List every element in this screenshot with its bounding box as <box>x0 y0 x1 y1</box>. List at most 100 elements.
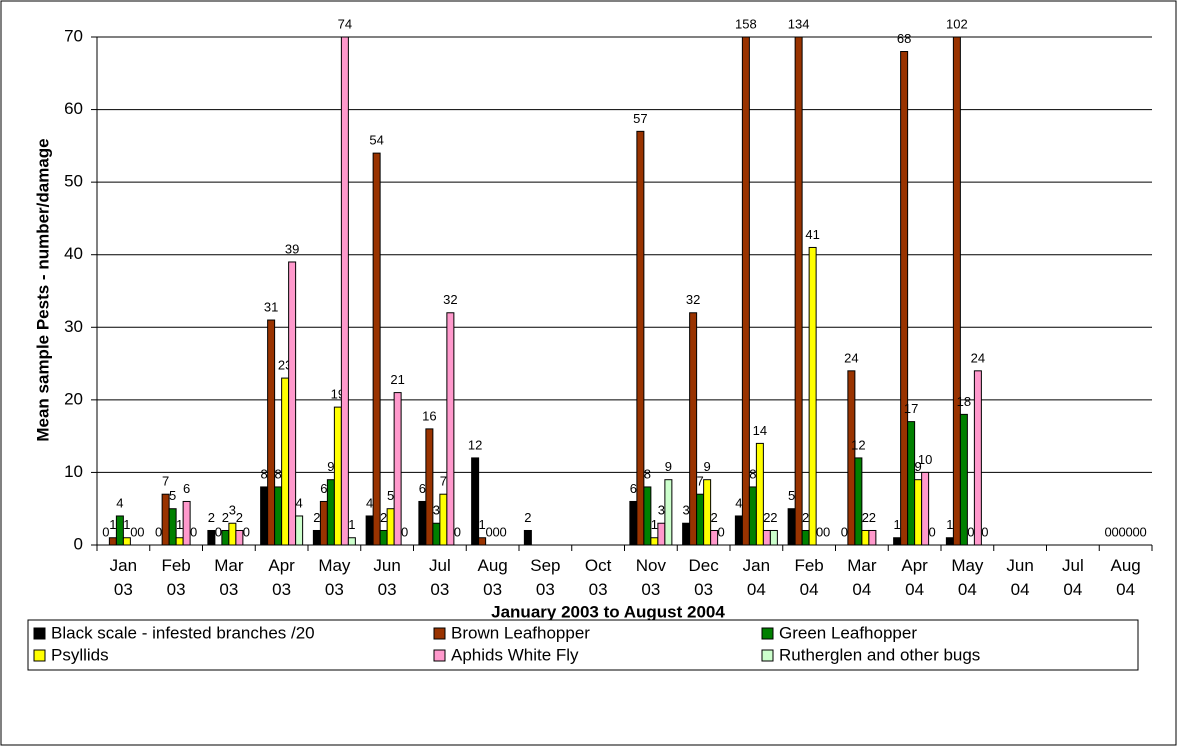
data-label: 6 <box>630 481 637 496</box>
data-label: 2 <box>869 510 876 525</box>
bar <box>333 406 342 546</box>
data-label: 1 <box>894 517 901 532</box>
x-tick-label-line: 03 <box>114 580 133 599</box>
data-label: 4 <box>116 495 123 510</box>
data-label: 3 <box>229 503 236 518</box>
bar <box>523 529 532 546</box>
data-label: 0 <box>981 524 988 539</box>
x-tick-label: Jun 04 <box>1006 556 1033 599</box>
data-label: 9 <box>915 459 922 474</box>
bar <box>945 537 954 546</box>
legend-label: Black scale - infested branches /20 <box>51 623 315 642</box>
data-label: 3 <box>683 503 690 518</box>
data-label: 0 <box>243 524 250 539</box>
x-tick-label: Mar 03 <box>214 556 244 599</box>
x-tick-label: May 04 <box>951 556 984 599</box>
data-label: 4 <box>735 495 742 510</box>
bar <box>861 529 870 546</box>
data-label: 5 <box>169 488 176 503</box>
x-tick-label: Jun 03 <box>373 556 400 599</box>
data-label: 0 <box>1112 524 1119 539</box>
data-label: 8 <box>261 466 268 481</box>
bar <box>393 392 402 546</box>
data-label: 6 <box>419 481 426 496</box>
x-tick-label-line: 03 <box>378 580 397 599</box>
bar <box>710 529 719 546</box>
bar <box>868 529 877 546</box>
bar <box>769 529 778 546</box>
bar <box>372 152 381 546</box>
x-tick-label-line: 03 <box>589 580 608 599</box>
x-axis-title: January 2003 to August 2004 <box>491 602 725 621</box>
bar <box>921 471 930 546</box>
bar <box>696 493 705 546</box>
x-tick-label-line: Dec <box>689 556 720 575</box>
data-label: 0 <box>137 524 144 539</box>
data-label: 6 <box>320 481 327 496</box>
bar <box>643 486 652 546</box>
bar <box>122 537 131 546</box>
data-label: 0 <box>1119 524 1126 539</box>
bar <box>108 537 117 546</box>
x-tick-label-line: 03 <box>536 580 555 599</box>
data-label: 57 <box>633 111 647 126</box>
bar <box>952 36 961 546</box>
legend-swatch <box>33 649 46 662</box>
bar <box>478 537 487 546</box>
data-label: 24 <box>844 350 858 365</box>
bar <box>340 36 349 546</box>
data-label: 1 <box>946 517 953 532</box>
y-tick-label: 60 <box>64 99 83 118</box>
bar <box>386 508 395 546</box>
bar <box>319 500 328 546</box>
data-label: 32 <box>686 292 700 307</box>
data-label: 32 <box>443 292 457 307</box>
bar <box>425 428 434 546</box>
data-label: 17 <box>904 401 918 416</box>
y-tick-label: 10 <box>64 462 83 481</box>
y-tick-label: 70 <box>64 26 83 45</box>
x-tick-label-line: Jul <box>1062 556 1084 575</box>
y-tick-label: 0 <box>74 534 83 553</box>
data-label: 24 <box>971 350 985 365</box>
legend-swatch <box>433 649 446 662</box>
bar <box>326 479 335 546</box>
bar <box>235 529 244 546</box>
data-label: 1 <box>176 517 183 532</box>
data-label: 0 <box>454 524 461 539</box>
data-label: 39 <box>285 241 299 256</box>
data-label: 1 <box>123 517 130 532</box>
y-tick-label: 50 <box>64 172 83 191</box>
data-label: 1 <box>651 517 658 532</box>
data-label: 2 <box>313 510 320 525</box>
bar <box>854 457 863 546</box>
bar <box>182 500 191 546</box>
data-label: 41 <box>805 227 819 242</box>
data-label: 16 <box>422 408 436 423</box>
bar <box>267 319 276 546</box>
x-tick-label-line: Apr <box>901 556 928 575</box>
bar <box>907 421 916 546</box>
data-label: 2 <box>763 510 770 525</box>
x-tick-label-line: Nov <box>636 556 667 575</box>
data-label: 0 <box>190 524 197 539</box>
bar <box>762 529 771 546</box>
data-label: 18 <box>957 394 971 409</box>
x-tick-label-line: 03 <box>694 580 713 599</box>
bar <box>689 312 698 546</box>
data-label: 0 <box>493 524 500 539</box>
bar <box>682 522 691 546</box>
x-tick-label-line: Feb <box>794 556 823 575</box>
data-label: 3 <box>658 503 665 518</box>
data-label: 2 <box>711 510 718 525</box>
legend-swatch <box>433 627 446 640</box>
bar <box>755 442 764 546</box>
x-tick-label-line: 03 <box>641 580 660 599</box>
data-label: 7 <box>440 474 447 489</box>
x-tick-label-line: 04 <box>852 580 871 599</box>
plot-area <box>97 37 1152 545</box>
bar <box>794 36 803 546</box>
bar <box>973 370 982 546</box>
data-label: 0 <box>1133 524 1140 539</box>
x-tick-label-line: 04 <box>1011 580 1030 599</box>
